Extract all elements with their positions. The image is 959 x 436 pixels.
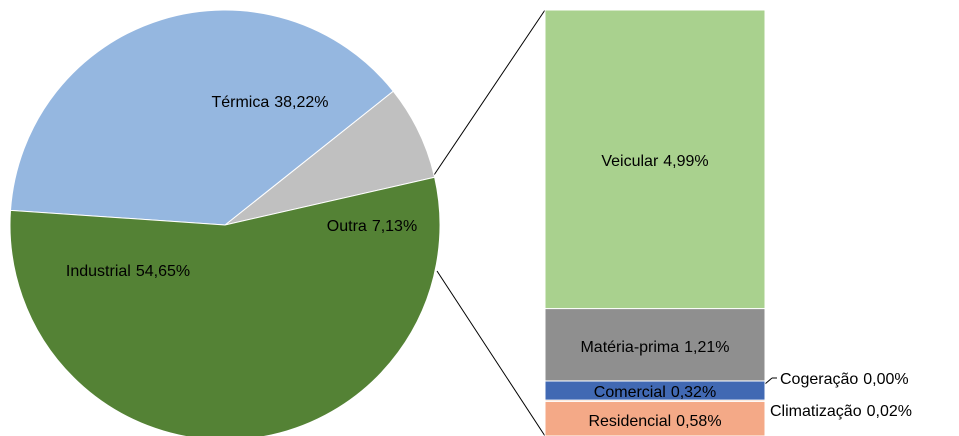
- value-label: 7,13%: [372, 218, 417, 235]
- value-label: 0,58%: [676, 413, 721, 430]
- pie-slice: [9, 176, 441, 436]
- value-label: 4,99%: [663, 153, 708, 170]
- leader-line: [764, 377, 773, 385]
- category-name: Comercial: [594, 384, 666, 401]
- data-label: Veicular 4,99%: [601, 153, 708, 170]
- category-name: Industrial: [66, 263, 131, 280]
- data-label: Outra 7,13%: [327, 218, 417, 235]
- bar-segment: [544, 9, 766, 310]
- connector-line: [436, 270, 546, 436]
- data-label: Cogeração 0,00%: [780, 371, 909, 388]
- value-label: 0,00%: [863, 371, 908, 388]
- data-label: Industrial 54,65%: [66, 263, 190, 280]
- value-label: 38,22%: [274, 94, 328, 111]
- data-label: Térmica 38,22%: [211, 94, 328, 111]
- value-label: 1,21%: [684, 339, 729, 356]
- category-name: Residencial: [588, 413, 671, 430]
- bar-segment: [544, 308, 766, 382]
- category-name: Matéria-prima: [580, 339, 679, 356]
- value-label: 0,02%: [867, 403, 912, 420]
- category-name: Outra: [327, 218, 367, 235]
- data-label: Residencial 0,58%: [588, 413, 721, 430]
- data-label: Matéria-prima 1,21%: [580, 339, 729, 356]
- data-label: Climatização 0,02%: [770, 403, 912, 420]
- category-name: Cogeração: [780, 371, 858, 388]
- category-name: Climatização: [770, 403, 862, 420]
- value-label: 0,32%: [671, 384, 716, 401]
- category-name: Térmica: [211, 94, 269, 111]
- bar-segment: [544, 400, 766, 436]
- category-name: Veicular: [601, 153, 659, 170]
- connector-line: [431, 9, 546, 179]
- data-label: Comercial 0,32%: [594, 384, 716, 401]
- pie-slice: [9, 9, 394, 226]
- value-label: 54,65%: [136, 263, 190, 280]
